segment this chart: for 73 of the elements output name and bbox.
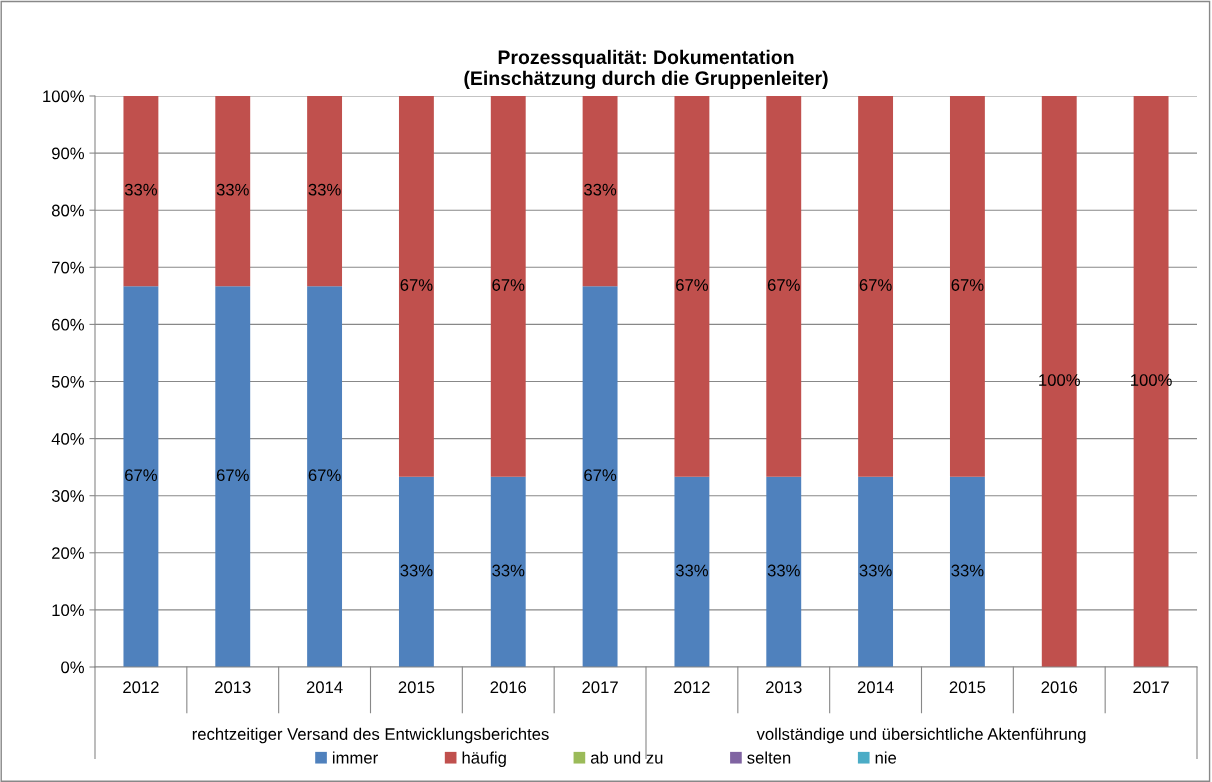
bar (766, 96, 802, 477)
bar (490, 96, 526, 477)
bar (215, 96, 251, 287)
data-label: 67% (584, 469, 617, 482)
y-tick-label: 0% (61, 661, 84, 674)
legend-label: häufig (462, 751, 506, 767)
y-tick-label: 40% (51, 433, 84, 445)
legend-label: selten (747, 751, 791, 764)
bar (674, 476, 710, 667)
bar (123, 96, 159, 287)
data-label: 67% (951, 279, 984, 291)
bar (949, 476, 985, 667)
y-tick-label: 70% (52, 261, 84, 274)
x-tick-label: 2014 (857, 681, 894, 694)
x-tick-label: 2015 (398, 681, 435, 694)
data-label: 33% (400, 564, 433, 577)
data-label: 67% (216, 469, 249, 482)
x-tick-label: 2016 (490, 681, 527, 694)
x-tick-label: 2016 (1041, 681, 1078, 694)
data-label: 33% (584, 183, 617, 196)
data-label: 67% (400, 279, 433, 291)
x-tick-label: 2015 (949, 681, 986, 694)
x-tick-label: 2017 (1133, 681, 1169, 694)
data-label: 67% (676, 279, 708, 291)
x-tick-label: 2013 (215, 681, 251, 694)
data-label: 67% (767, 279, 800, 291)
y-tick-label: 90% (52, 147, 84, 160)
y-tick-label: 10% (52, 604, 84, 617)
data-label: 67% (125, 469, 157, 482)
text: rechtzeitiger Versand des Entwicklungsberichtes (192, 727, 549, 744)
data-label: 100% (1039, 374, 1080, 386)
x-tick-label: 2013 (766, 681, 802, 694)
x-tick-label: 2014 (306, 681, 343, 694)
data-label: 33% (308, 183, 341, 196)
data-label: 33% (859, 564, 892, 577)
chart-title: Prozessqualität: Dokumentation (Einschätzung durch die Gruppenleiter) (464, 49, 828, 90)
bar (858, 96, 894, 477)
bar (674, 96, 710, 477)
legend-label: nie (875, 751, 897, 764)
bar (766, 476, 802, 667)
x-tick-label: 2012 (123, 681, 159, 694)
y-tick-label: 100% (43, 90, 84, 103)
data-label: 33% (767, 564, 800, 577)
bar (398, 476, 434, 667)
bar (858, 476, 894, 667)
data-label: 33% (951, 564, 984, 577)
data-label: 33% (124, 183, 157, 196)
bar (490, 476, 526, 667)
data-label: 33% (675, 564, 708, 577)
text: vollständige und übersichtliche Aktenführung (756, 727, 1086, 744)
y-tick-label: 30% (51, 490, 84, 502)
bar (123, 286, 159, 667)
data-label: 67% (492, 279, 525, 291)
data-label: 67% (859, 279, 892, 291)
y-tick-label: 20% (52, 547, 84, 559)
x-tick-label: 2017 (582, 681, 618, 694)
bar (398, 96, 434, 477)
x-tick-label: 2012 (674, 681, 710, 694)
y-tick-label: 60% (52, 318, 84, 331)
bar (307, 286, 343, 667)
data-label: 100% (1131, 374, 1172, 386)
y-tick-label: 80% (51, 204, 84, 217)
y-tick-label: 50% (51, 375, 84, 388)
data-label: 67% (308, 469, 341, 482)
legend-label: immer (332, 751, 378, 764)
bar (582, 96, 618, 287)
legend-label: ab und zu (590, 751, 663, 764)
bar (307, 96, 343, 287)
data-label: 33% (492, 564, 525, 577)
bar (582, 286, 618, 667)
data-label: 33% (216, 183, 249, 196)
bar (215, 286, 251, 667)
bar (949, 96, 985, 477)
